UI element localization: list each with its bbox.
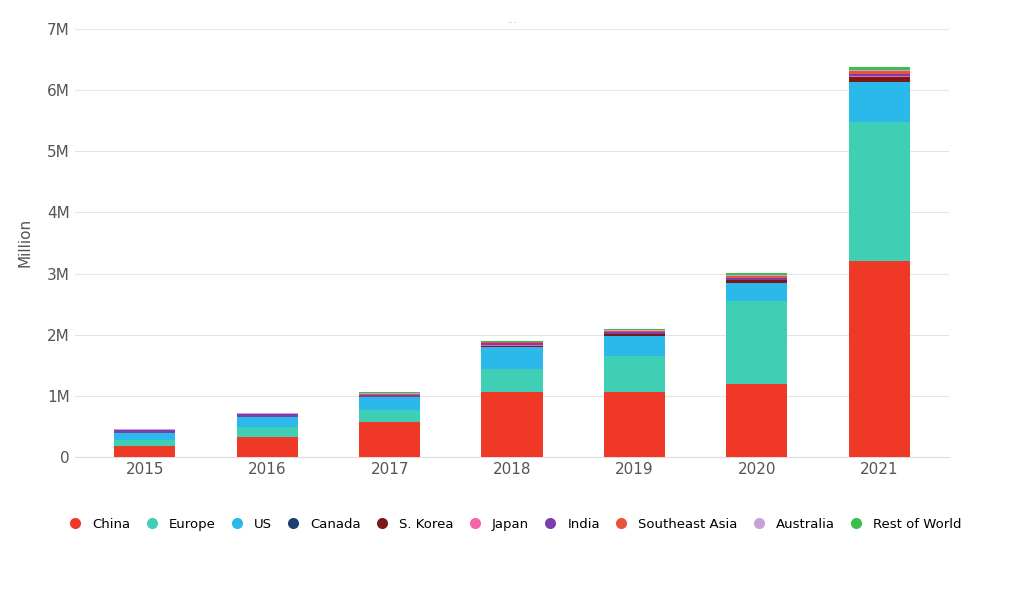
Bar	[726, 273, 787, 275]
Bar	[604, 332, 665, 334]
Bar	[849, 77, 909, 82]
Bar	[604, 334, 665, 336]
Bar	[849, 122, 909, 261]
Bar	[481, 345, 543, 346]
Bar	[481, 343, 543, 345]
Bar	[359, 394, 420, 395]
Bar	[359, 392, 420, 393]
Bar	[237, 437, 298, 457]
Bar	[237, 414, 298, 417]
Bar	[604, 330, 665, 332]
Y-axis label: Million: Million	[17, 218, 33, 267]
Bar	[849, 72, 909, 74]
Bar	[237, 417, 298, 427]
Bar	[726, 278, 787, 280]
Bar	[481, 346, 543, 347]
Bar	[481, 347, 543, 369]
Bar	[237, 412, 298, 413]
Bar	[849, 76, 909, 77]
Bar	[481, 392, 543, 457]
Legend: China, Europe, US, Canada, S. Korea, Japan, India, Southeast Asia, Australia, Re: China, Europe, US, Canada, S. Korea, Jap…	[55, 511, 969, 537]
Bar	[726, 276, 787, 278]
Bar	[115, 433, 175, 440]
Bar	[359, 393, 420, 394]
Bar	[604, 336, 665, 356]
Bar	[604, 356, 665, 392]
Bar	[849, 261, 909, 457]
Bar	[604, 392, 665, 457]
Bar	[481, 341, 543, 342]
Bar	[359, 395, 420, 397]
Bar	[115, 429, 175, 430]
Bar	[237, 427, 298, 437]
Bar	[359, 422, 420, 457]
Bar	[115, 428, 175, 429]
Bar	[726, 384, 787, 457]
Bar	[115, 446, 175, 457]
Bar	[481, 342, 543, 343]
Bar	[849, 82, 909, 122]
Bar	[481, 369, 543, 392]
Bar	[849, 74, 909, 76]
Bar	[237, 413, 298, 414]
Bar	[726, 280, 787, 283]
Bar	[726, 275, 787, 276]
Bar	[849, 70, 909, 72]
Bar	[115, 440, 175, 446]
Bar	[726, 301, 787, 384]
Bar	[849, 67, 909, 70]
Bar	[604, 329, 665, 330]
Bar	[726, 283, 787, 301]
Bar	[115, 430, 175, 433]
Title: ...: ...	[507, 15, 517, 25]
Bar	[359, 397, 420, 409]
Bar	[359, 409, 420, 422]
